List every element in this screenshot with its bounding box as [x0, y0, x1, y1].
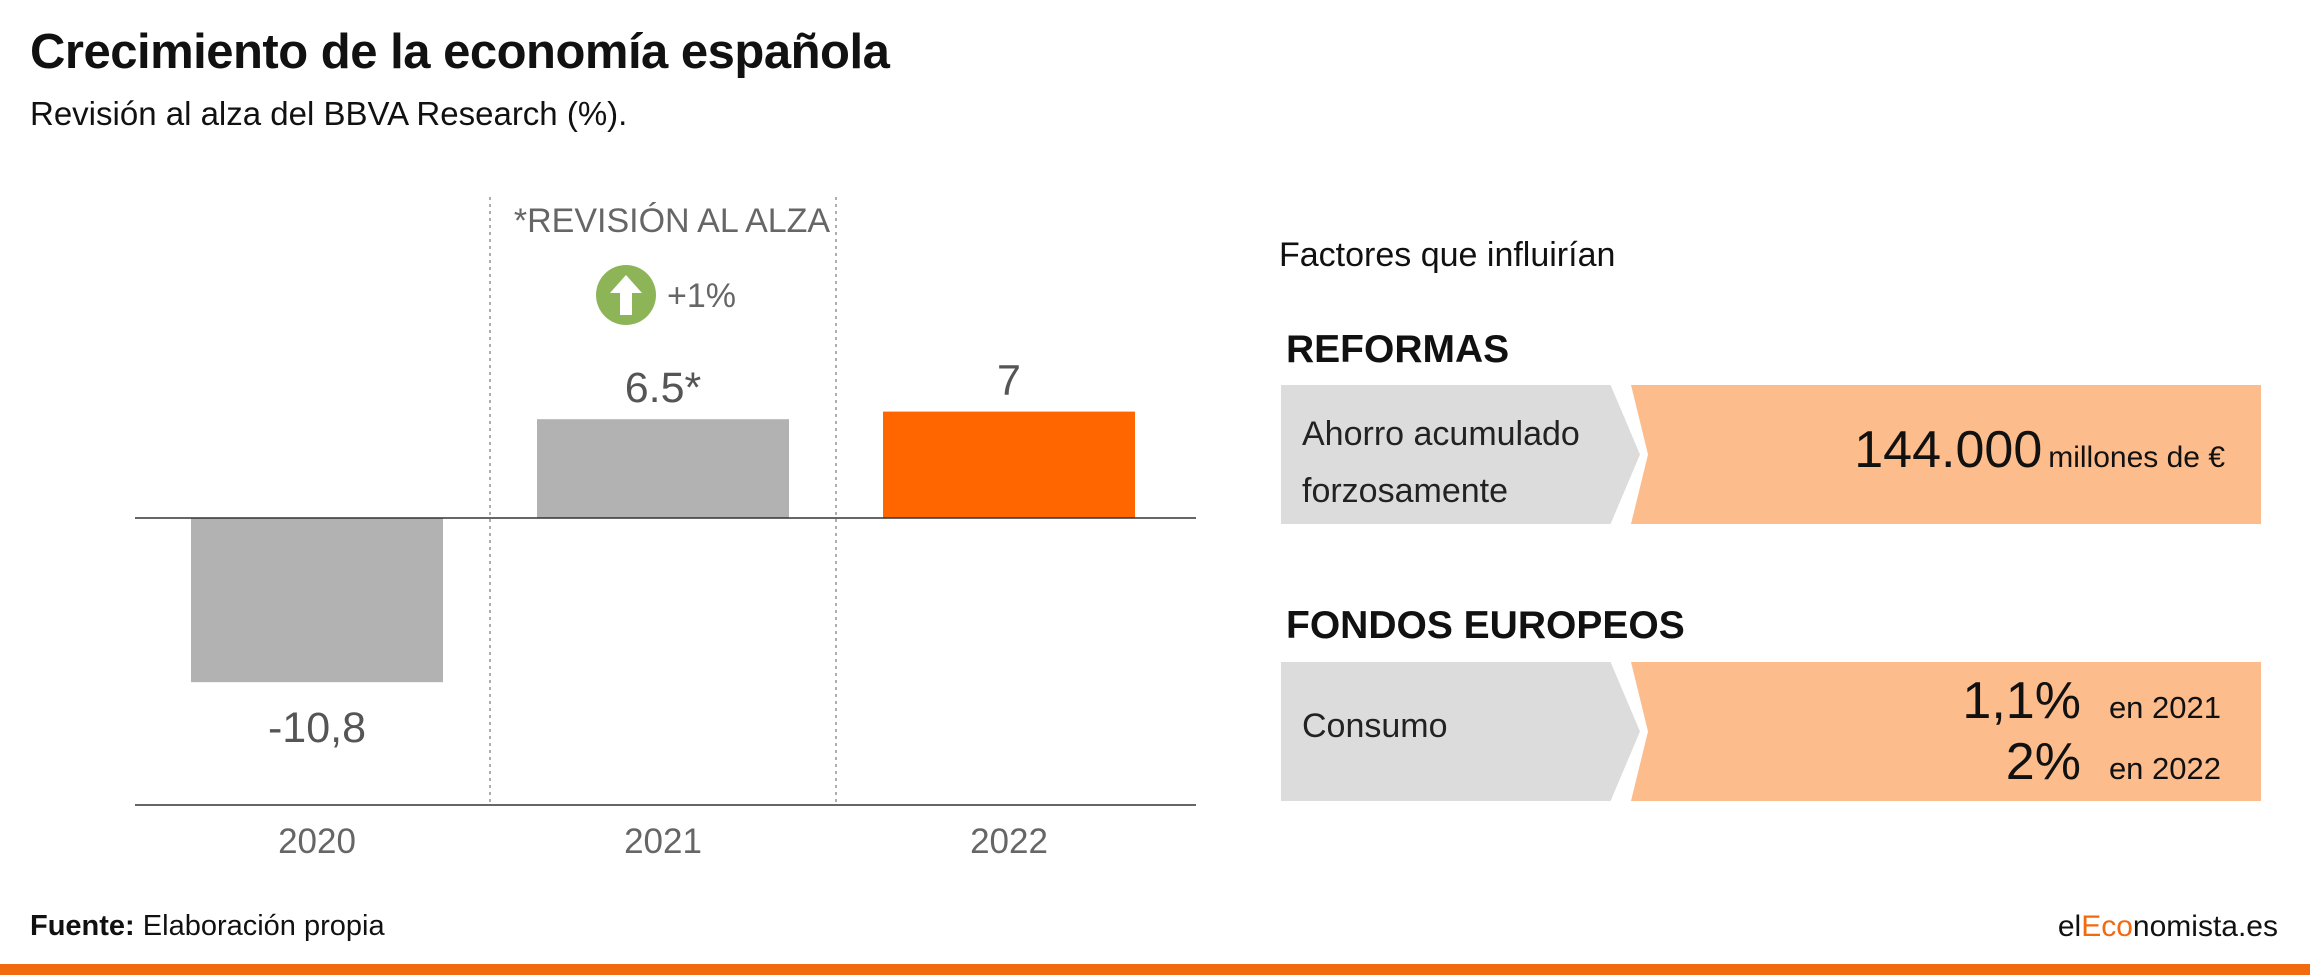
brand-accent: Eco — [2081, 910, 2133, 943]
fondos-year: en 2021 — [2108, 690, 2221, 725]
brand-prefix: el — [2057, 910, 2082, 943]
chart-subtitle: Revisión al alza del BBVA Research (%). — [30, 95, 628, 132]
reformas-label-box — [1281, 385, 1640, 524]
source-label: Fuente: — [30, 910, 135, 942]
fondos-label-box — [1281, 662, 1640, 801]
bar-chart: -10,8 6.5* 7 2020 2021 2022 *REVISIÓN AL ALZ… — [135, 197, 1196, 861]
revision-change-label: +1% — [667, 277, 736, 315]
reformas-unit: millones de € — [2048, 441, 2225, 474]
fondos-row: 1,1% en 2021 — [1962, 671, 2221, 731]
reformas-label: Ahorro acumulado forzosamente — [1302, 415, 1580, 510]
factors-heading: Factores que influirían — [1279, 236, 1616, 274]
data-label: 6.5* — [625, 364, 702, 412]
data-label: 7 — [997, 357, 1021, 405]
arrow-up-glyph — [610, 275, 642, 315]
brand-logo: elEconomista.es — [2058, 910, 2278, 944]
bar — [537, 419, 789, 518]
source-note: Fuente: Elaboración propia — [30, 910, 385, 943]
fondos-heading: FONDOS EUROPEOS — [1286, 604, 1685, 647]
fondos-row: 2% en 2022 — [2006, 732, 2221, 792]
brand-suffix: nomista.es — [2132, 910, 2278, 943]
source-text: Elaboración propia — [142, 910, 385, 942]
fondos-value: 1,1% — [1962, 672, 2081, 730]
reformas-heading: REFORMAS — [1286, 328, 1510, 371]
x-tick-label: 2020 — [278, 822, 356, 861]
bottom-accent-stripe — [0, 964, 2310, 975]
revision-label: *REVISIÓN AL ALZA — [514, 202, 831, 240]
reformas-value-group: 144.000 millones de € — [1854, 420, 2225, 480]
bar — [191, 518, 443, 683]
x-tick-label: 2021 — [624, 822, 702, 861]
chart-title: Crecimiento de la economía española — [30, 25, 890, 79]
bar — [883, 411, 1135, 518]
reformas-value: 144.000 — [1854, 421, 2043, 479]
data-label: -10,8 — [268, 704, 366, 752]
reformas-value-box — [1631, 385, 2261, 524]
fondos-value-box — [1631, 662, 2261, 801]
fondos-label: Consumo — [1302, 707, 1448, 745]
fondos-value: 2% — [2005, 733, 2081, 791]
fondos-year: en 2022 — [2108, 751, 2221, 786]
x-tick-label: 2022 — [970, 822, 1048, 861]
